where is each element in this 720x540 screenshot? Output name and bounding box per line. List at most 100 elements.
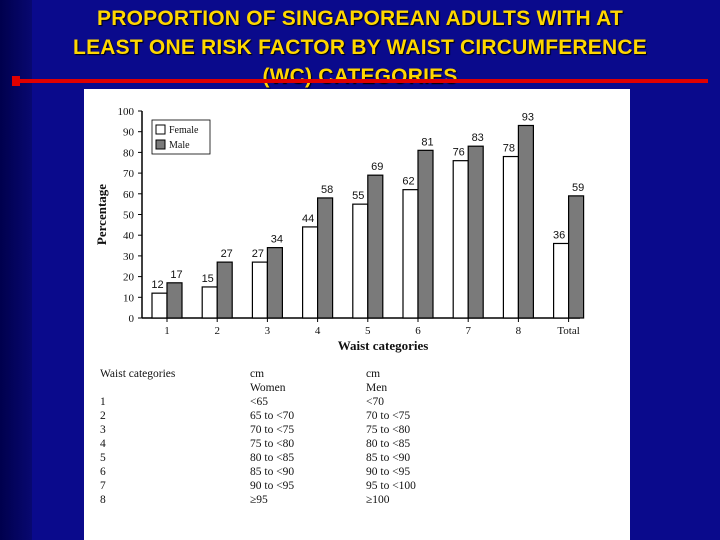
table-cell-women: 90 to <95 [250,480,295,492]
bar-male [517,124,535,319]
table-cell-category: 8 [100,494,106,506]
table-row: 5 80 to <85 85 to <90 [100,452,520,466]
bar-female [151,292,168,319]
slide-title: PROPORTION OF SINGAPOREAN ADULTS WITH AT… [0,4,720,91]
x-tick-label: Total [557,325,579,337]
table-header-row: Waist categories cm cm [100,368,520,382]
table-row: 2 65 to <70 70 to <75 [100,410,520,424]
x-tick-label: 2 [214,325,220,337]
data-label-male: 27 [221,248,233,260]
table-cell-men: <70 [366,396,384,408]
table-cell-women: <65 [250,396,268,408]
table-cell-category: 7 [100,480,106,492]
table-cell-women: 65 to <70 [250,410,295,422]
y-tick-label: 0 [129,313,135,325]
bar-female [402,189,419,319]
bar-female [302,226,319,319]
legend-swatch-male [155,139,166,150]
table-cell-men: 70 to <75 [366,410,411,422]
y-tick-label: 60 [123,189,135,201]
data-label-male: 69 [371,161,383,173]
y-axis-label: Percentage [94,184,109,245]
data-label-female: 76 [453,147,465,159]
table-cell-women: 70 to <75 [250,424,295,436]
bar-female [552,242,570,319]
table-row: 8 ≥95 ≥100 [100,494,520,508]
table-cell-category: 5 [100,452,106,464]
title-rule [14,79,708,83]
bar-male [467,145,484,319]
table-cell-men: 95 to <100 [366,480,416,492]
bar-male [166,282,183,319]
table-cell-category: 1 [100,396,106,408]
table-cell-category: 2 [100,410,106,422]
legend-label-male: Male [169,140,190,151]
title-line-2: LEAST ONE RISK FACTOR BY WAIST CIRCUMFER… [73,36,647,59]
table-cell-category: 4 [100,438,106,450]
x-tick-label: 6 [415,325,421,337]
table-cell-men: 80 to <85 [366,438,411,450]
table-cell-men: ≥100 [366,494,390,506]
table-header-unit-women: cm [250,368,265,380]
table-cell-category: 3 [100,424,106,436]
bar-female [201,286,218,319]
table-cell-women: 85 to <90 [250,466,295,478]
x-tick-label: 5 [365,325,371,337]
bar-male [567,195,585,319]
y-tick-label: 10 [123,292,135,304]
data-label-male: 58 [321,184,333,196]
data-label-male: 83 [472,132,484,144]
table-cell-women: ≥95 [250,494,268,506]
left-decor-strip [0,0,32,540]
table-row: 6 85 to <90 90 to <95 [100,466,520,480]
table-header-categories: Waist categories [100,368,176,380]
data-label-female: 78 [503,143,515,155]
data-label-female: 12 [151,279,163,291]
y-tick-label: 80 [123,147,135,159]
data-label-male: 34 [271,234,283,246]
bar-male [266,247,283,319]
x-axis-label: Waist categories [338,338,429,353]
y-tick-label: 70 [123,168,135,180]
table-cell-women: 75 to <80 [250,438,295,450]
bar-female [502,155,519,319]
table-cell-men: 85 to <90 [366,452,411,464]
table-row: 7 90 to <95 95 to <100 [100,480,520,494]
legend-label-female: Female [169,125,199,136]
table-subheader-row: Women Men [100,382,520,396]
data-label-female: 36 [553,229,565,241]
data-label-male: 59 [572,182,584,194]
table-cell-women: 80 to <85 [250,452,295,464]
x-tick-label: 8 [516,325,522,337]
table-header-unit-men: cm [366,368,381,380]
table-body: 1 <65 <70 2 65 to <70 70 to <75 3 70 to <75 75 t… [100,396,520,508]
data-label-male: 93 [522,111,534,123]
y-tick-label: 30 [123,251,135,263]
bar-male [367,174,384,319]
data-label-female: 44 [302,213,314,225]
y-tick-label: 50 [123,210,135,222]
table-subheader-men: Men [366,382,388,394]
y-tick-label: 20 [123,272,135,284]
data-label-male: 81 [421,136,433,148]
data-label-male: 17 [170,269,182,281]
table-row: 3 70 to <75 75 to <80 [100,424,520,438]
bar-male [417,149,434,319]
table-subheader-women: Women [250,382,286,394]
bar-male [317,197,334,319]
title-line-1: PROPORTION OF SINGAPOREAN ADULTS WITH AT [97,7,623,30]
data-label-female: 15 [202,273,214,285]
data-label-female: 62 [402,176,414,188]
y-tick-label: 40 [123,230,135,242]
x-tick-label: 7 [465,325,471,337]
bar-female [251,261,268,319]
bar-female [452,160,469,319]
y-tick-label: 100 [118,106,135,118]
x-tick-label: 4 [315,325,321,337]
table-cell-men: 90 to <95 [366,466,411,478]
table-row: 1 <65 <70 [100,396,520,410]
table-row: 4 75 to <80 80 to <85 [100,438,520,452]
bar-female [352,203,369,319]
data-label-female: 27 [252,248,264,260]
